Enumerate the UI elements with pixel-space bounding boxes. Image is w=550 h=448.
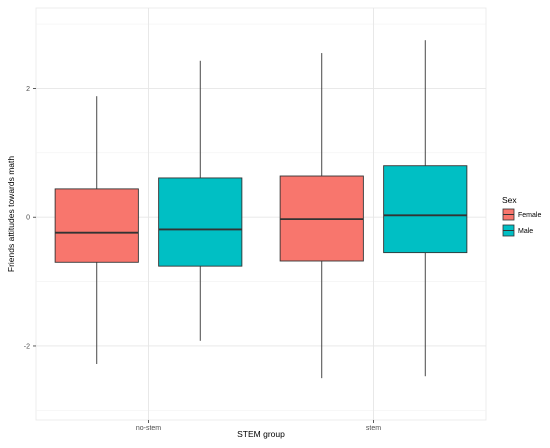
x-tick-label: no-stem	[136, 425, 161, 432]
box-iqr	[158, 177, 243, 267]
y-tick-label: 0	[26, 215, 30, 222]
legend: Sex Female Male	[502, 195, 541, 237]
y-tick-label: -2	[24, 343, 30, 350]
legend-label-male: Male	[518, 228, 533, 235]
box-iqr	[54, 188, 139, 263]
box-iqr	[383, 165, 468, 254]
legend-label-female: Female	[518, 212, 541, 219]
y-axis-ticks: -2 0 2	[24, 86, 36, 350]
y-tick-label: 2	[26, 86, 30, 93]
legend-items: Female Male	[502, 208, 541, 237]
y-axis-title: Friends attitudes towards math	[6, 156, 16, 272]
box-series	[54, 40, 468, 379]
box-male-stem	[383, 40, 468, 377]
x-axis-title: STEM group	[237, 429, 285, 439]
box-female-stem	[279, 53, 364, 379]
legend-title: Sex	[502, 195, 517, 205]
x-axis-ticks: no-stem stem	[136, 420, 381, 432]
box-female-no-stem	[54, 96, 139, 364]
box-male-no-stem	[158, 60, 243, 341]
x-tick-label: stem	[366, 425, 381, 432]
